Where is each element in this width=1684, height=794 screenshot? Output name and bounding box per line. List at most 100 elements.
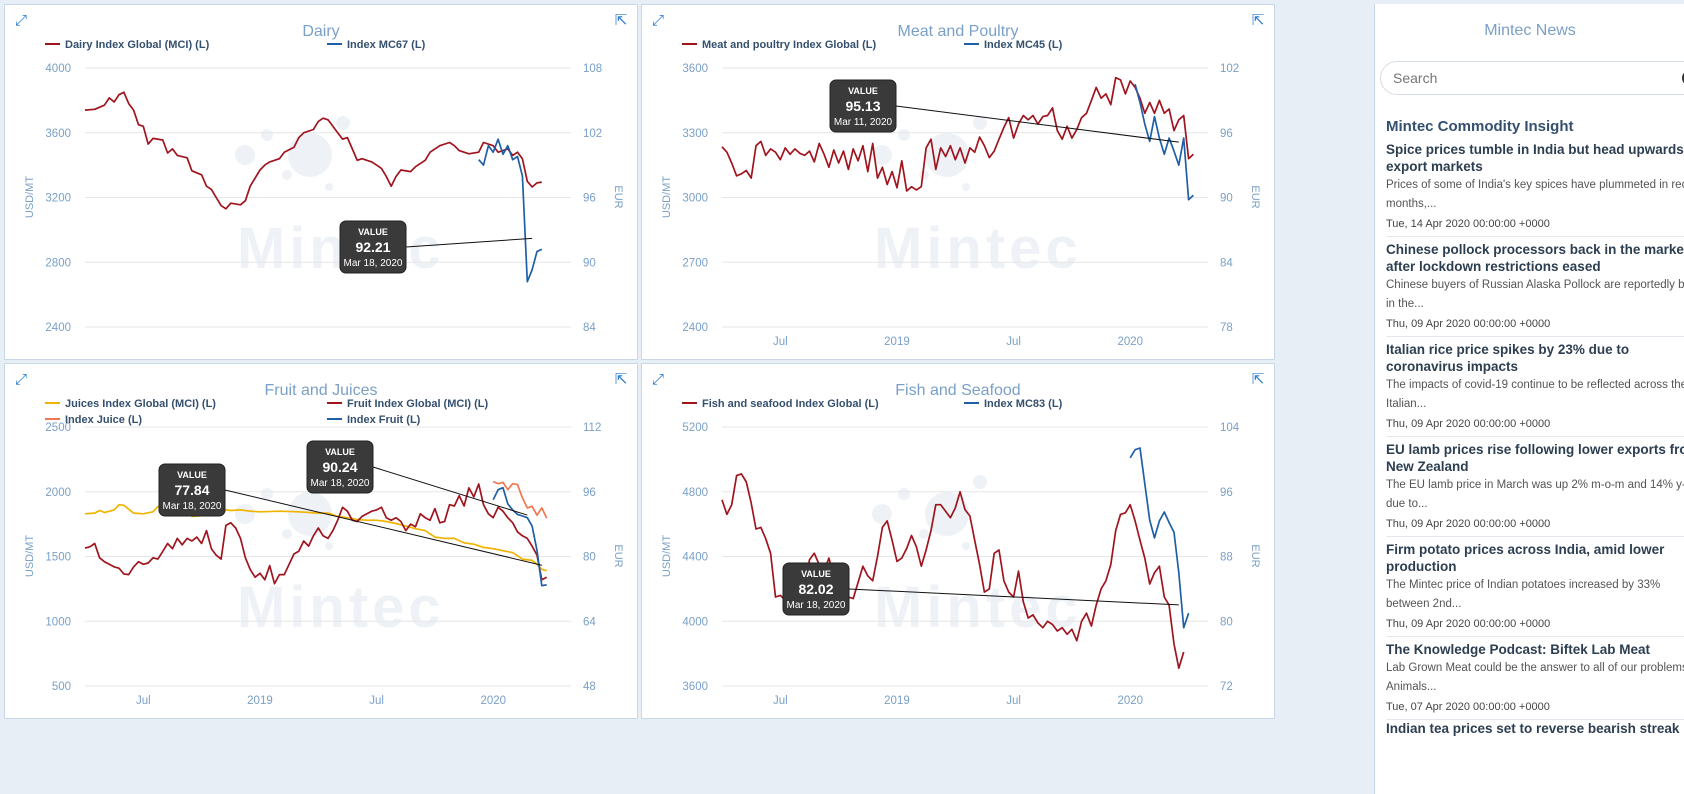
series-line[interactable] — [1134, 83, 1194, 201]
x-tick-label: 2020 — [1117, 336, 1143, 348]
watermark-bubble — [919, 170, 929, 180]
export-icon[interactable]: ⇱ — [614, 371, 628, 388]
y-tick-label: 3200 — [45, 193, 71, 205]
legend-item[interactable]: Fish and seafood Index Global (L) — [702, 398, 879, 410]
watermark-bubble — [973, 116, 987, 130]
series-line[interactable] — [84, 483, 548, 585]
legend-item[interactable]: Dairy Index Global (MCI) (L) — [65, 39, 210, 51]
y-axis-title: USD/MT — [24, 535, 36, 577]
annotation-leader — [848, 588, 1179, 606]
series-line[interactable] — [492, 480, 548, 519]
expand-icon[interactable]: ⤢ — [651, 371, 664, 388]
x-tick-label: 2020 — [1117, 695, 1143, 707]
chart-title: Dairy — [302, 23, 340, 40]
expand-icon[interactable]: ⤢ — [651, 12, 664, 29]
export-icon[interactable]: ⇱ — [1251, 371, 1265, 388]
y2-tick-label: 96 — [1220, 128, 1233, 140]
series-line[interactable] — [478, 138, 543, 283]
news-item[interactable]: Chinese pollock processors back in the m… — [1386, 241, 1684, 337]
y-tick-label: 2700 — [682, 257, 708, 269]
watermark-bubble — [898, 488, 910, 500]
news-item[interactable]: Firm potato prices across India, amid lo… — [1386, 541, 1684, 637]
news-description: The impacts of covid-19 continue to be r… — [1386, 379, 1684, 410]
legend-item[interactable]: Juices Index Global (MCI) (L) — [65, 398, 216, 410]
series-line[interactable] — [492, 486, 547, 587]
y2-tick-label: 48 — [583, 681, 596, 693]
y2-tick-label: 96 — [1220, 487, 1233, 499]
y-tick-label: 2500 — [45, 422, 71, 434]
news-headline[interactable]: Firm potato prices across India, amid lo… — [1386, 542, 1665, 574]
legend-item[interactable]: Index Juice (L) — [65, 414, 142, 426]
watermark-bubble — [325, 542, 333, 550]
news-headline[interactable]: Indian tea prices set to reverse bearish… — [1386, 721, 1680, 736]
annotation-label: VALUE — [177, 470, 207, 480]
legend-item[interactable]: Index Fruit (L) — [347, 414, 421, 426]
y-tick-label: 3000 — [682, 193, 708, 205]
legend-item[interactable]: Index MC45 (L) — [984, 39, 1063, 51]
series-line[interactable] — [84, 503, 547, 572]
annotation-box — [339, 220, 407, 274]
news-description: Lab Grown Meat could be the answer to al… — [1386, 662, 1684, 693]
news-item[interactable]: The Knowledge Podcast: Biftek Lab Meat L… — [1386, 641, 1684, 720]
y2-tick-label: 104 — [1220, 422, 1240, 434]
annotation-value: 77.84 — [174, 482, 209, 498]
watermark-bubble — [973, 475, 987, 489]
y-tick-label: 3600 — [45, 128, 71, 140]
watermark-bubble — [235, 145, 255, 165]
legend-item[interactable]: Index MC67 (L) — [347, 39, 426, 51]
watermark-bubble — [235, 504, 255, 524]
expand-icon[interactable]: ⤢ — [14, 12, 27, 29]
y2-tick-label: 96 — [583, 193, 596, 205]
news-item[interactable]: EU lamb prices rise following lower expo… — [1386, 441, 1684, 537]
legend-item[interactable]: Meat and poultry Index Global (L) — [702, 39, 877, 51]
news-item[interactable]: Indian tea prices set to reverse bearish… — [1386, 720, 1684, 750]
watermark-bubble — [962, 183, 970, 191]
legend-item[interactable]: Fruit Index Global (MCI) (L) — [347, 398, 488, 410]
x-tick-label: Jul — [773, 695, 788, 707]
watermark-bubble — [282, 170, 292, 180]
y2-axis-title: EUR — [612, 185, 624, 208]
search-input[interactable] — [1380, 61, 1684, 95]
chart-svg: 5200 4800 4400 4000 3600 104 96 88 80 72 Jul 2019 Ju… — [661, 398, 1261, 707]
export-icon[interactable]: ⇱ — [1251, 12, 1265, 29]
annotation-label: VALUE — [848, 86, 878, 96]
y-tick-label: 4000 — [682, 616, 708, 628]
news-headline[interactable]: The Knowledge Podcast: Biftek Lab Meat — [1386, 642, 1651, 657]
y2-tick-label: 84 — [583, 322, 596, 334]
chart-panel-fish: Mintec ⤢ ⇱ Fish and Seafood 5200 4800 4400… — [641, 363, 1275, 719]
y-tick-label: 4800 — [682, 487, 708, 499]
news-timestamp: Thu, 09 Apr 2020 00:00:00 +0000 — [1386, 318, 1551, 330]
news-headline[interactable]: Italian rice price spikes by 23% due to … — [1386, 342, 1630, 374]
legend-item[interactable]: Index MC83 (L) — [984, 398, 1063, 410]
y-axis-title: USD/MT — [661, 176, 673, 218]
y-tick-label: 5200 — [682, 422, 708, 434]
y2-tick-label: 80 — [583, 552, 596, 564]
news-timestamp: Thu, 09 Apr 2020 00:00:00 +0000 — [1386, 518, 1551, 530]
expand-icon[interactable]: ⤢ — [14, 371, 27, 388]
x-tick-label: Jul — [1006, 695, 1021, 707]
news-description: The EU lamb price in March was up 2% m-o… — [1386, 479, 1684, 510]
news-headline[interactable]: Spice prices tumble in India but head up… — [1386, 142, 1684, 174]
watermark-bubble — [872, 145, 892, 165]
watermark-bubble — [898, 129, 910, 141]
news-headline[interactable]: Chinese pollock processors back in the m… — [1386, 242, 1684, 274]
y-tick-label: 2000 — [45, 487, 71, 499]
series-line[interactable] — [1129, 447, 1190, 629]
y2-tick-label: 80 — [1220, 616, 1233, 628]
watermark: Mintec — [874, 575, 1082, 640]
chart-svg: 4000 3600 3200 2800 2400 108 102 96 90 84 USD/MT EU… — [24, 39, 624, 334]
news-item[interactable]: Italian rice price spikes by 23% due to … — [1386, 341, 1684, 437]
watermark-bubble — [325, 183, 333, 191]
annotation-leader — [895, 105, 1179, 143]
y2-tick-label: 108 — [583, 63, 602, 75]
news-headline[interactable]: EU lamb prices rise following lower expo… — [1386, 442, 1684, 474]
annotation-date: Mar 11, 2020 — [834, 117, 893, 128]
x-tick-label: 2019 — [884, 336, 910, 348]
series-line[interactable] — [84, 91, 542, 210]
export-icon[interactable]: ⇱ — [614, 12, 628, 29]
news-item[interactable]: Spice prices tumble in India but head up… — [1386, 141, 1684, 237]
y-tick-label: 500 — [52, 681, 71, 693]
series-line[interactable] — [721, 76, 1194, 192]
chart-title: Meat and Poultry — [897, 23, 1019, 40]
annotation-label: VALUE — [325, 447, 355, 457]
